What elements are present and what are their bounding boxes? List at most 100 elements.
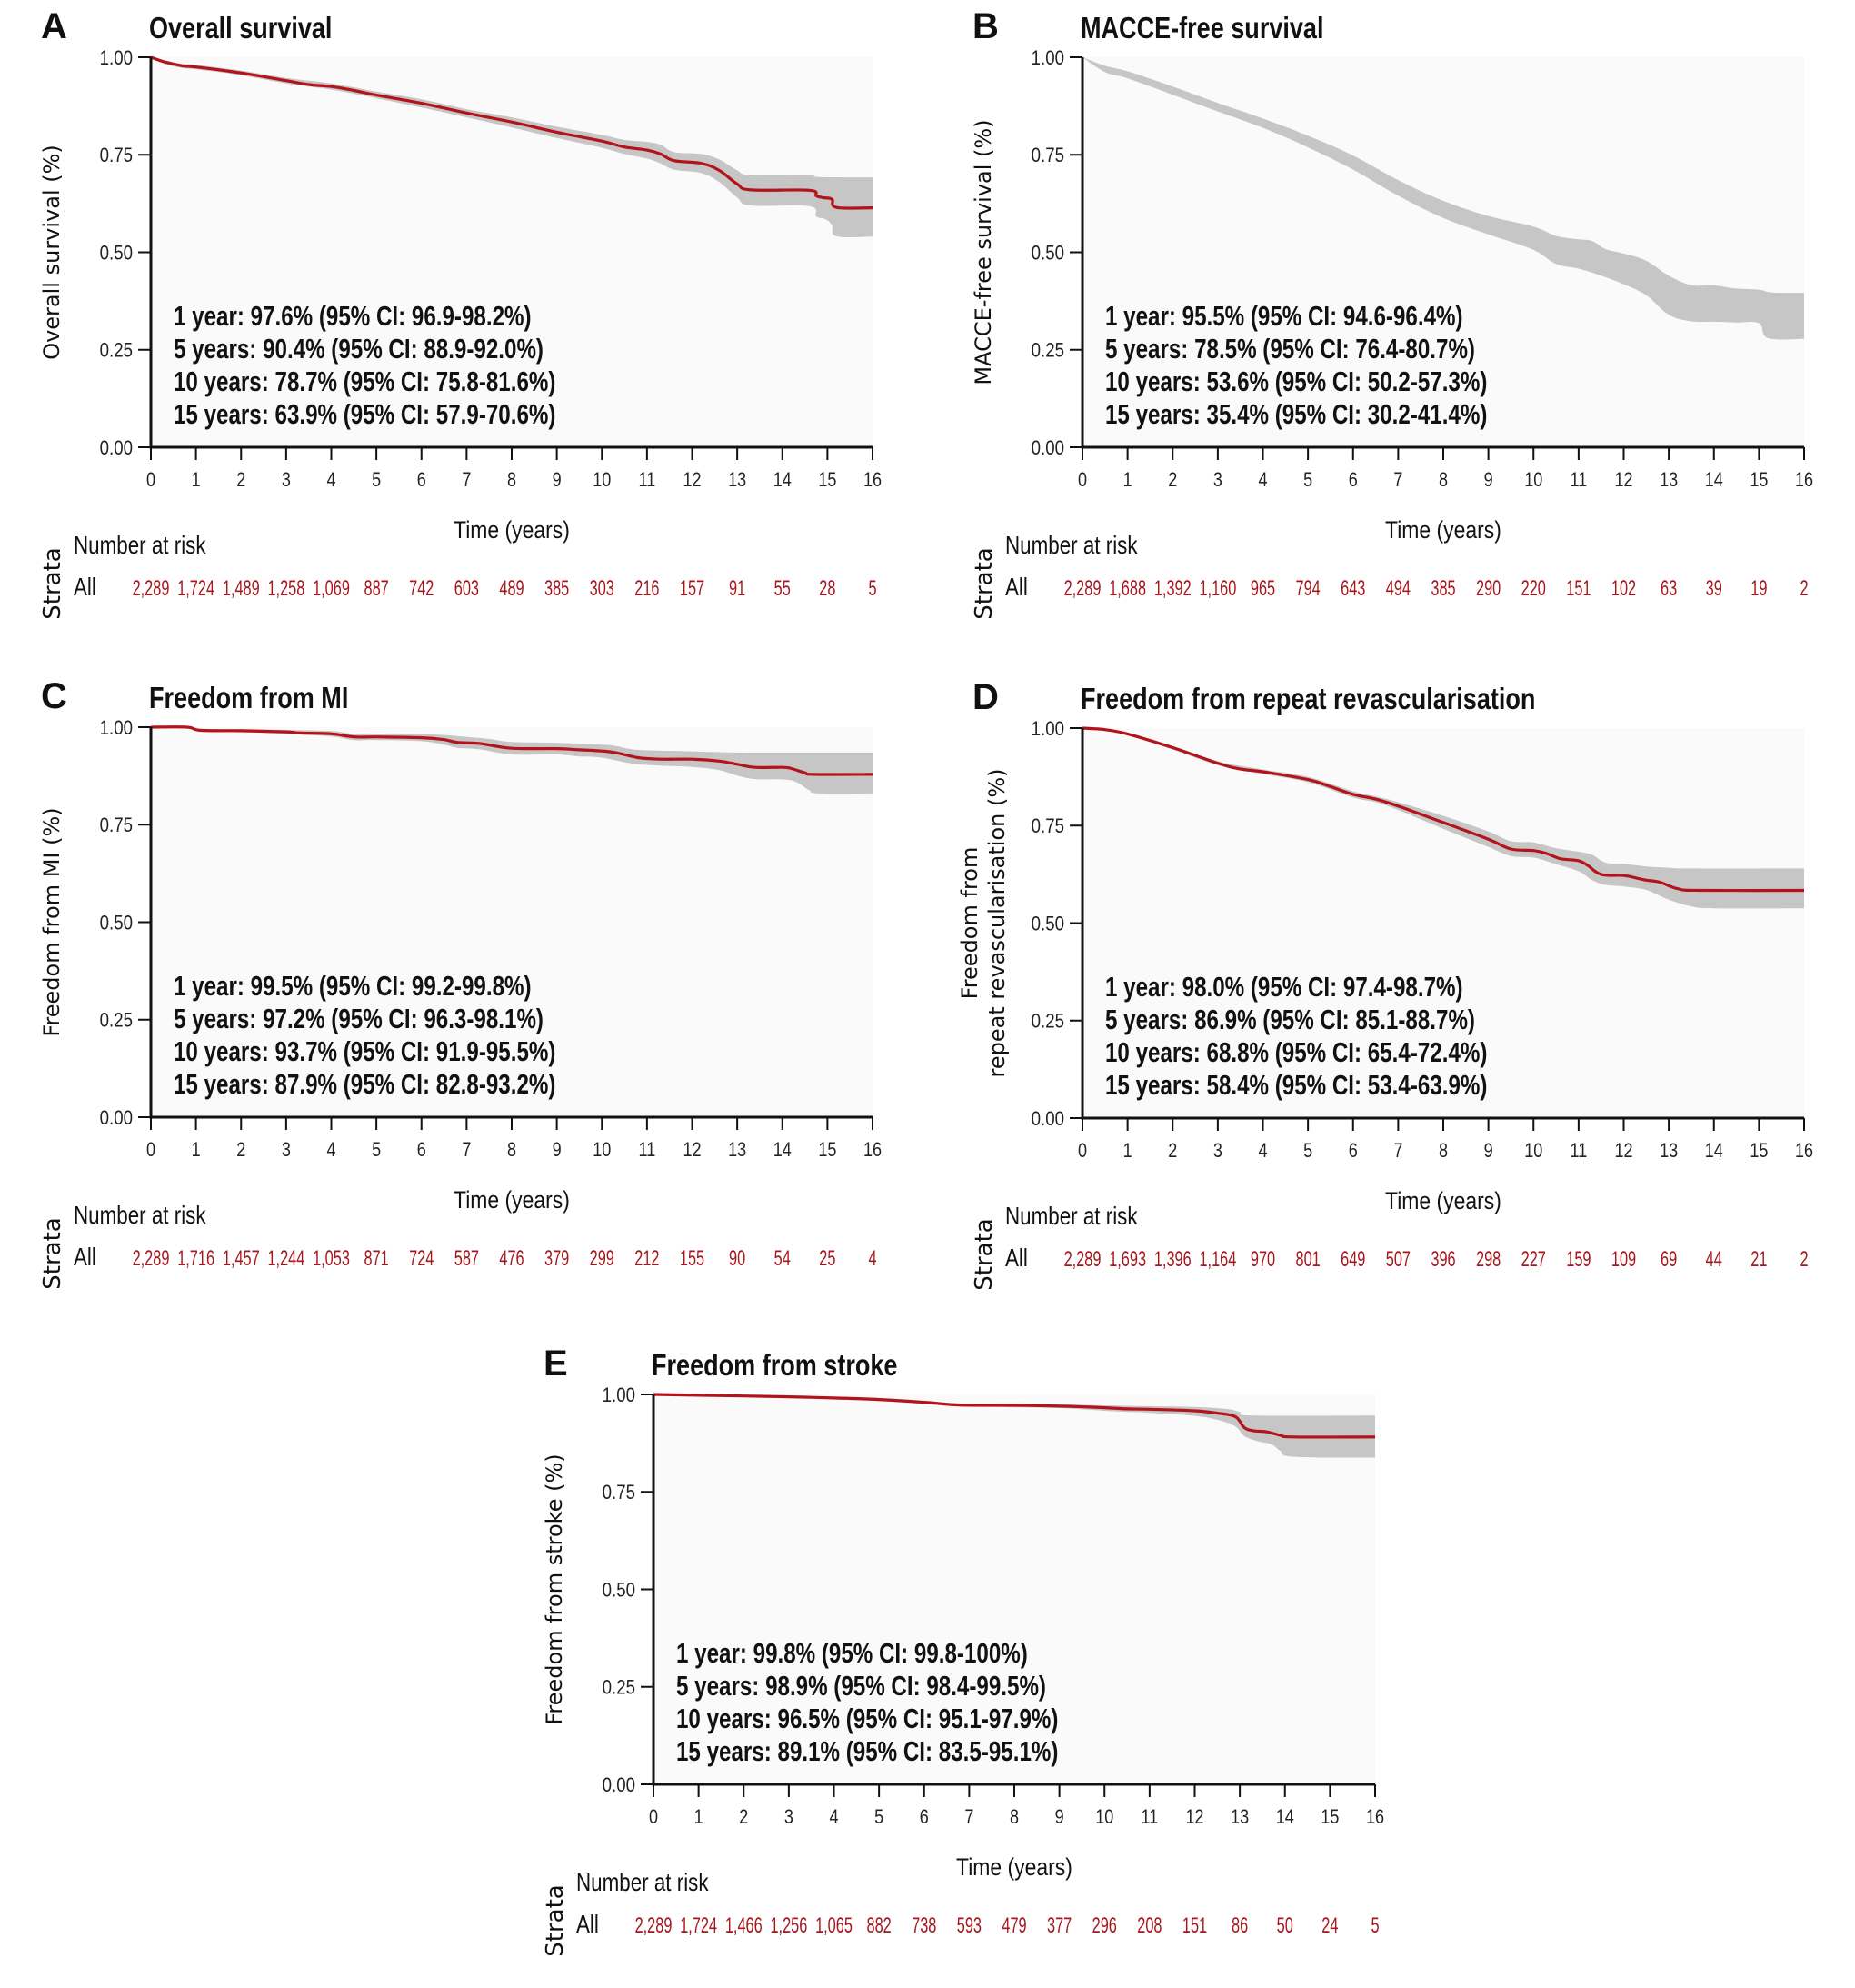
number-at-risk-value: 151 (1566, 576, 1591, 601)
panel-letter: E (544, 1344, 568, 1384)
number-at-risk-value: 63 (1661, 576, 1677, 601)
number-at-risk-value: 1,065 (815, 1913, 853, 1938)
y-axis-title: repeat revascularisation (%) (984, 768, 1010, 1077)
x-tick-label: 3 (784, 1806, 793, 1828)
number-at-risk-value: 227 (1521, 1247, 1546, 1272)
x-tick-label: 12 (1614, 1140, 1632, 1162)
panel-title: Freedom from stroke (652, 1350, 897, 1383)
y-tick-label: 0.50 (1032, 243, 1064, 265)
x-tick-label: 9 (1484, 469, 1493, 491)
x-tick-label: 10 (1524, 1140, 1542, 1162)
number-at-risk-value: 1,396 (1154, 1247, 1192, 1272)
y-tick-label: 0.00 (100, 438, 133, 460)
x-tick-label: 9 (553, 469, 562, 491)
number-at-risk-value: 385 (1431, 576, 1455, 601)
x-tick-label: 11 (1571, 1140, 1588, 1162)
number-at-risk-value: 379 (544, 1246, 569, 1271)
number-at-risk-value: 494 (1386, 576, 1411, 601)
y-tick-label: 1.00 (1032, 719, 1064, 741)
x-tick-label: 1 (192, 1139, 201, 1161)
y-tick-label: 0.50 (1032, 914, 1064, 935)
number-at-risk-value: 102 (1611, 576, 1636, 601)
number-at-risk-value: 965 (1251, 576, 1275, 601)
x-tick-label: 11 (639, 1139, 656, 1161)
x-tick-label: 16 (1795, 1140, 1813, 1162)
number-at-risk-value: 2 (1800, 1247, 1808, 1272)
x-tick-label: 3 (282, 1139, 291, 1161)
y-axis-title: Freedom from MI (%) (39, 807, 65, 1036)
x-tick-label: 6 (920, 1806, 929, 1828)
confidence-band (151, 726, 873, 794)
x-tick-label: 3 (1213, 1140, 1222, 1162)
x-tick-label: 14 (1705, 469, 1723, 491)
number-at-risk-value: 216 (634, 576, 659, 601)
confidence-band (1082, 57, 1804, 340)
x-tick-label: 8 (1439, 1140, 1448, 1162)
number-at-risk-value: 303 (590, 576, 614, 601)
number-at-risk-value: 299 (590, 1246, 614, 1271)
x-tick-label: 10 (1095, 1806, 1113, 1828)
survival-estimate-text: 10 years: 96.5% (95% CI: 95.1-97.9%) (676, 1703, 1058, 1734)
number-at-risk-value: 1,053 (313, 1246, 350, 1271)
number-at-risk-value: 24 (1321, 1913, 1338, 1938)
x-tick-label: 0 (146, 1139, 155, 1161)
number-at-risk-value: 396 (1431, 1247, 1455, 1272)
x-tick-label: 14 (773, 1139, 792, 1161)
survival-estimate-text: 15 years: 63.9% (95% CI: 57.9-70.6%) (174, 398, 555, 430)
y-tick-label: 0.25 (603, 1677, 635, 1699)
x-tick-label: 7 (1393, 469, 1402, 491)
y-tick-label: 0.75 (603, 1483, 635, 1504)
y-tick-label: 0.50 (100, 243, 133, 265)
y-tick-label: 0.00 (100, 1108, 133, 1130)
x-tick-label: 10 (1524, 469, 1542, 491)
y-tick-label: 0.50 (603, 1580, 635, 1602)
x-tick-label: 4 (1258, 469, 1267, 491)
panel-title: Freedom from MI (149, 683, 348, 715)
x-tick-label: 15 (1750, 469, 1768, 491)
x-tick-label: 4 (326, 1139, 335, 1161)
risk-table-row-label: All (74, 574, 96, 602)
x-tick-label: 16 (863, 469, 882, 491)
x-tick-label: 15 (1750, 1140, 1768, 1162)
x-tick-label: 2 (236, 1139, 245, 1161)
x-tick-label: 0 (146, 469, 155, 491)
survival-estimate-text: 5 years: 90.4% (95% CI: 88.9-92.0%) (174, 333, 544, 365)
number-at-risk-value: 1,466 (725, 1913, 763, 1938)
panel-b: B MACCE-free survival 0.00 0.25 0.50 0.75 1.00… (971, 6, 1813, 620)
number-at-risk-value: 1,693 (1109, 1247, 1146, 1272)
risk-table-header: Number at risk (576, 1869, 709, 1897)
number-at-risk-value: 1,069 (313, 576, 350, 601)
panel-letter: A (41, 6, 67, 46)
survival-curve (150, 55, 873, 210)
y-tick-label: 0.75 (100, 145, 133, 167)
x-tick-label: 8 (1439, 469, 1448, 491)
number-at-risk-value: 507 (1386, 1247, 1411, 1272)
survival-estimate-text: 5 years: 78.5% (95% CI: 76.4-80.7%) (1105, 333, 1475, 365)
x-tick-label: 1 (192, 469, 201, 491)
panel-letter: D (972, 677, 999, 717)
number-at-risk-value: 86 (1232, 1913, 1248, 1938)
x-tick-label: 10 (593, 469, 611, 491)
x-tick-label: 0 (649, 1806, 658, 1828)
x-tick-label: 13 (1660, 469, 1678, 491)
number-at-risk-value: 157 (680, 576, 704, 601)
number-at-risk-value: 109 (1611, 1247, 1636, 1272)
x-tick-label: 6 (417, 1139, 426, 1161)
panel-letter: B (972, 6, 999, 46)
number-at-risk-value: 44 (1706, 1247, 1722, 1272)
number-at-risk-value: 5 (868, 576, 876, 601)
number-at-risk-value: 801 (1296, 1247, 1321, 1272)
y-tick-label: 1.00 (100, 718, 133, 740)
x-tick-label: 14 (1705, 1140, 1723, 1162)
number-at-risk-value: 19 (1750, 576, 1767, 601)
x-tick-label: 6 (1349, 469, 1358, 491)
number-at-risk-value: 1,164 (1199, 1247, 1236, 1272)
number-at-risk-value: 377 (1047, 1913, 1072, 1938)
number-at-risk-value: 724 (409, 1246, 434, 1271)
x-tick-label: 8 (507, 469, 516, 491)
x-tick-label: 4 (829, 1806, 838, 1828)
number-at-risk-value: 69 (1661, 1247, 1677, 1272)
number-at-risk-value: 5 (1371, 1913, 1379, 1938)
number-at-risk-value: 882 (867, 1913, 892, 1938)
number-at-risk-value: 489 (499, 576, 524, 601)
